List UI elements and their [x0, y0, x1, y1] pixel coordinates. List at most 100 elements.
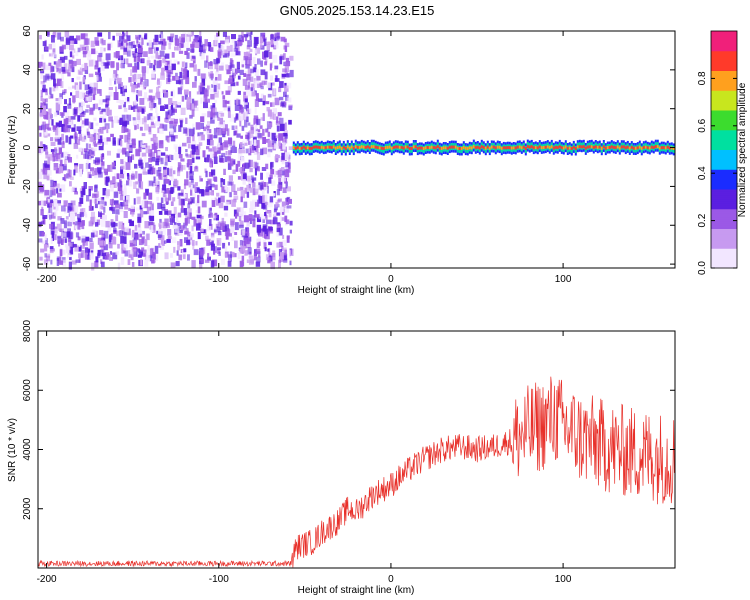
noise-cell: [64, 56, 68, 60]
noise-cell: [239, 168, 242, 172]
noise-cell: [277, 228, 281, 232]
noise-cell: [136, 188, 139, 193]
signal-core: [425, 146, 427, 149]
noise-cell: [177, 250, 179, 255]
noise-cell: [89, 83, 93, 87]
noise-cell: [45, 234, 47, 240]
noise-cell: [164, 92, 169, 97]
signal-core: [361, 145, 363, 148]
noise-cell: [95, 184, 98, 188]
noise-cell: [51, 238, 53, 244]
signal-core: [527, 145, 529, 148]
noise-cell: [177, 241, 180, 245]
noise-cell: [236, 213, 238, 216]
noise-cell: [286, 83, 291, 89]
noise-cell: [200, 178, 203, 181]
signal-core: [633, 147, 635, 150]
signal-core: [367, 145, 369, 148]
noise-cell: [198, 206, 201, 213]
noise-cell: [42, 215, 47, 219]
noise-cell: [240, 136, 243, 139]
signal-core: [313, 146, 315, 149]
signal-core: [453, 146, 455, 149]
noise-cell: [98, 130, 100, 133]
y-tick-label: -40: [22, 218, 33, 233]
noise-cell: [126, 31, 128, 35]
noise-cell: [249, 214, 253, 221]
noise-cell: [282, 235, 284, 239]
signal-core: [343, 146, 345, 149]
noise-cell: [140, 234, 142, 238]
noise-cell: [219, 114, 221, 117]
noise-cell: [247, 259, 249, 263]
noise-cell: [148, 193, 152, 200]
noise-cell: [282, 74, 287, 77]
noise-cell: [211, 235, 215, 241]
noise-cell: [204, 61, 208, 68]
signal-core: [523, 146, 525, 149]
noise-cell: [192, 36, 194, 39]
noise-cell: [98, 139, 102, 143]
noise-cell: [57, 258, 59, 266]
noise-cell: [206, 131, 209, 135]
signal-core: [585, 147, 587, 150]
noise-cell: [88, 133, 91, 138]
noise-cell: [231, 200, 236, 207]
signal-core: [481, 145, 483, 148]
noise-cell: [154, 143, 158, 149]
noise-cell: [243, 179, 246, 185]
noise-cell: [103, 62, 108, 66]
noise-cell: [209, 66, 213, 70]
y-tick-label: 8000: [22, 319, 33, 342]
signal-core: [463, 146, 465, 149]
noise-cell: [247, 228, 249, 236]
noise-cell: [219, 203, 224, 208]
signal-core: [521, 146, 523, 149]
signal-core: [617, 145, 619, 148]
noise-cell: [69, 98, 71, 105]
signal-core: [531, 145, 533, 148]
noise-cell: [253, 57, 256, 64]
noise-cell: [268, 177, 271, 183]
noise-cell: [136, 207, 139, 210]
noise-cell: [142, 231, 145, 235]
noise-cell: [244, 120, 247, 128]
noise-cell: [62, 92, 65, 95]
signal-core: [487, 146, 489, 149]
noise-cell: [255, 99, 259, 107]
noise-cell: [51, 119, 53, 126]
noise-cell: [98, 172, 103, 178]
noise-cell: [41, 90, 43, 97]
signal-core: [317, 146, 319, 149]
signal-core: [603, 145, 605, 148]
noise-cell: [205, 171, 207, 177]
noise-cell: [178, 125, 181, 132]
signal-core: [639, 146, 641, 149]
noise-cell: [133, 117, 136, 120]
noise-cell: [186, 154, 191, 157]
noise-cell: [274, 66, 278, 70]
noise-cell: [84, 119, 88, 126]
signal-core: [327, 146, 329, 149]
noise-cell: [290, 230, 292, 234]
noise-cell: [57, 32, 61, 39]
noise-cell: [60, 81, 63, 88]
noise-cell: [65, 31, 70, 37]
noise-cell: [149, 164, 152, 171]
signal-core: [533, 146, 535, 149]
noise-cell: [67, 228, 71, 231]
signal-core: [345, 147, 347, 150]
noise-cell: [228, 137, 232, 144]
noise-cell: [40, 114, 43, 117]
noise-cell: [283, 178, 287, 181]
noise-cell: [148, 48, 153, 54]
noise-cell: [76, 85, 80, 91]
noise-cell: [77, 126, 82, 131]
signal-core: [357, 146, 359, 149]
noise-cell: [168, 236, 172, 239]
signal-core: [443, 146, 445, 149]
noise-cell: [237, 188, 241, 191]
signal-core: [589, 145, 591, 148]
noise-cell: [118, 43, 121, 47]
noise-cell: [100, 200, 105, 206]
